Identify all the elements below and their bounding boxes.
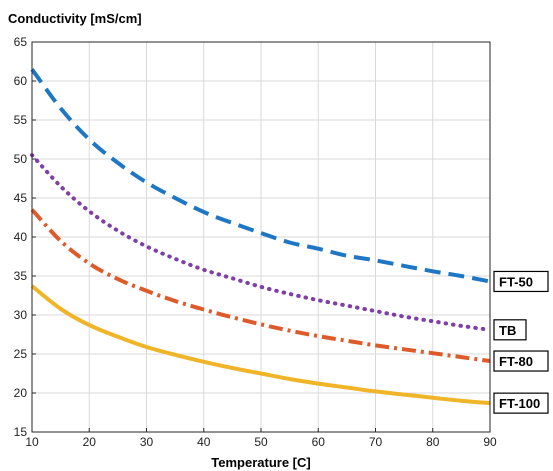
y-tick-label: 55 [14,113,28,127]
legend: FT-50 TB FT-80 FT-100 [493,270,549,414]
y-tick-label: 15 [14,425,28,439]
y-tick-label: 50 [14,152,28,166]
x-tick-label: 40 [197,435,211,449]
series-line-ft-80 [30,208,491,363]
legend-item-ft-80: FT-80 [493,350,549,372]
legend-box [493,319,527,341]
y-tick-label: 65 [14,35,28,49]
y-tick-label: 40 [14,230,28,244]
legend-label: TB [499,323,516,338]
series-lines [30,68,492,406]
y-axis-label: Conductivity [mS/cm] [8,11,142,26]
x-tick-label: 50 [254,435,268,449]
legend-item-tb: TB [493,319,527,341]
legend-label: FT-50 [499,274,533,289]
legend-box [493,392,549,414]
y-tick-label: 20 [14,386,28,400]
x-tick-label: 30 [140,435,154,449]
y-tick-label: 30 [14,308,28,322]
x-tick-label: 80 [426,435,440,449]
x-tick-label: 90 [483,435,497,449]
series-line-tb [30,153,492,332]
legend-item-ft-100: FT-100 [493,392,549,414]
series-line-ft-100 [30,284,491,406]
x-tick-label: 20 [83,435,97,449]
series-line-ft-50 [30,68,491,284]
y-tick-label: 25 [14,347,28,361]
grid-lines [31,41,491,433]
legend-label: FT-100 [499,396,540,411]
legend-box [493,270,549,293]
x-tick-label: 60 [312,435,326,449]
axis-ticks: 10 20 30 40 50 60 70 80 90 15 20 25 30 35 40 45 50 55 60 65 [14,35,497,449]
y-tick-label: 35 [14,269,28,283]
legend-item-ft-50: FT-50 [493,270,549,293]
x-tick-label: 70 [369,435,383,449]
legend-label: FT-80 [499,354,533,369]
y-tick-label: 45 [14,191,28,205]
x-tick-label: 10 [25,435,39,449]
legend-box [493,350,549,372]
y-tick-label: 60 [14,74,28,88]
plot-frame [31,41,491,433]
x-axis-label: Temperature [C] [211,455,310,470]
